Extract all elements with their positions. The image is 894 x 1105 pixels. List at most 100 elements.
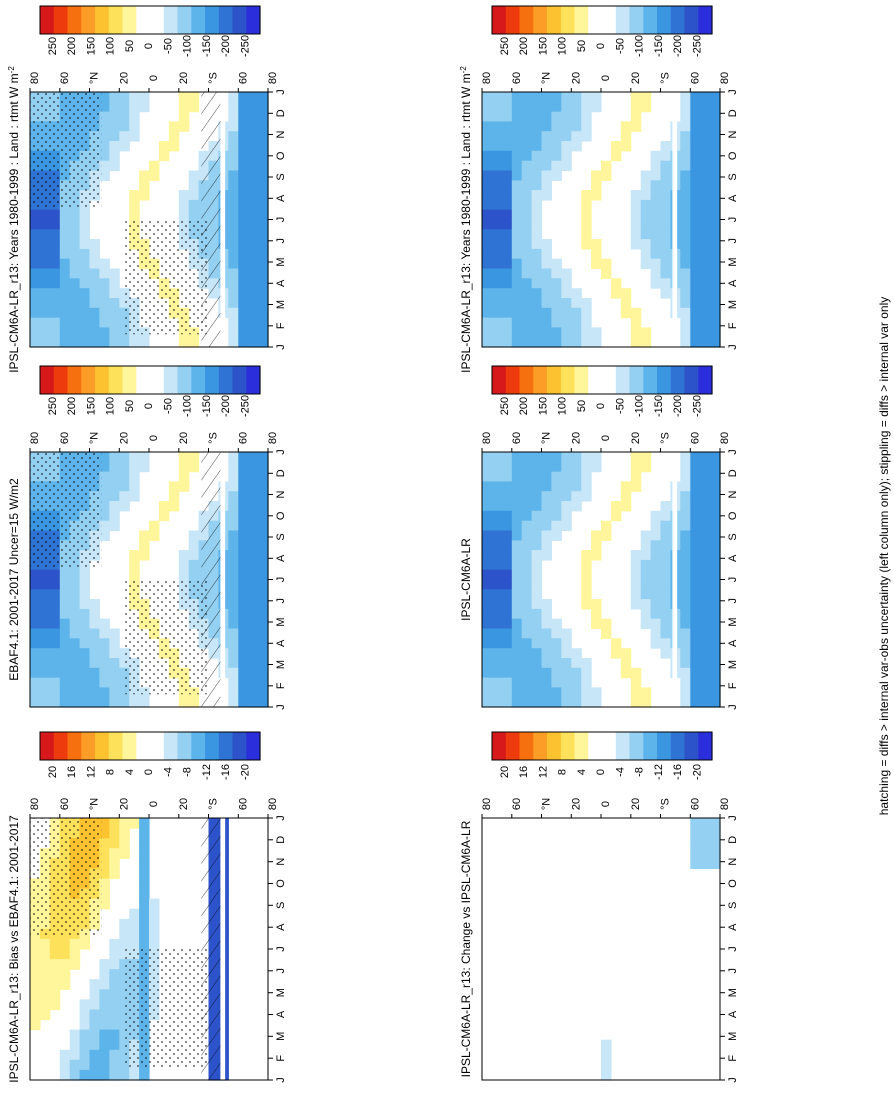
heat-cell	[561, 141, 572, 152]
heat-cell	[482, 190, 493, 201]
heat-cell	[660, 569, 671, 581]
heat-cell	[501, 510, 513, 522]
heat-cell	[630, 559, 642, 571]
colorbar-label: -100	[634, 395, 646, 417]
lat-tick-label: 20	[178, 432, 190, 444]
heat-cell	[561, 101, 572, 113]
heat-cell	[109, 989, 120, 1000]
heat-cell	[482, 569, 493, 581]
heat-cell	[521, 461, 533, 473]
heat-cell	[640, 248, 652, 260]
heat-cell	[640, 461, 652, 473]
heat-cell	[99, 818, 110, 829]
heat-cell	[39, 327, 51, 338]
heat-cell	[69, 327, 81, 338]
colorbar-swatch	[218, 6, 234, 34]
heat-cell	[710, 838, 721, 849]
colorbar-swatch	[122, 366, 137, 394]
heat-cell	[531, 219, 543, 230]
heat-cell	[551, 317, 562, 328]
heat-cell	[690, 298, 701, 309]
heat-cell	[591, 540, 602, 551]
heat-cell	[551, 452, 562, 463]
heat-cell	[571, 307, 582, 319]
heat-cell	[39, 959, 51, 970]
heat-cell	[59, 337, 71, 348]
colorbar-label: 150	[85, 37, 97, 55]
colorbar-swatch	[629, 366, 644, 394]
heat-cell	[238, 170, 249, 181]
lat-tick-label: °S	[660, 432, 672, 444]
heat-cell	[69, 569, 81, 581]
lat-tick-label: °S	[660, 798, 672, 810]
heat-cell	[690, 150, 701, 162]
heat-cell	[511, 491, 523, 502]
heat-cell	[89, 1009, 100, 1021]
heat-cell	[531, 268, 543, 279]
heat-cell	[541, 288, 552, 299]
colorbar-label: -4	[162, 767, 174, 777]
heat-cell	[551, 337, 562, 348]
month-tick-label: S	[275, 533, 287, 540]
heat-cell	[39, 288, 51, 299]
heat-cell	[561, 131, 572, 142]
heat-cell	[660, 258, 671, 270]
heat-cell	[710, 229, 721, 240]
heat-cell	[482, 307, 493, 319]
heat-cell	[168, 491, 180, 502]
heat-cell	[591, 618, 602, 630]
heat-cell	[89, 327, 100, 338]
heat-cell	[139, 848, 150, 859]
heat-cell	[89, 697, 100, 708]
heat-cell	[521, 131, 533, 142]
colorbar-swatch	[519, 6, 534, 34]
month-tick-label: N	[727, 858, 739, 866]
heat-cell	[482, 229, 493, 240]
heat-cell	[119, 452, 130, 463]
heat-cell	[238, 307, 249, 319]
month-tick-label: J	[727, 238, 739, 244]
heat-cell	[551, 491, 562, 502]
heat-cell	[109, 949, 120, 960]
heat-cell	[79, 938, 91, 950]
heat-cell	[228, 150, 239, 162]
heat-cell	[591, 170, 602, 181]
heat-cell	[700, 648, 711, 659]
heat-cell	[119, 1029, 130, 1041]
heat-cell	[69, 1069, 81, 1081]
heat-cell	[119, 667, 130, 679]
heat-cell	[59, 209, 71, 221]
heat-cell	[561, 658, 572, 669]
heat-cell	[700, 697, 711, 708]
heat-cell	[660, 160, 671, 172]
month-tick-label: D	[275, 109, 287, 117]
heat-cell	[551, 697, 562, 708]
heat-cell	[591, 697, 602, 708]
heat-cell	[551, 278, 562, 289]
heat-cell	[690, 131, 701, 142]
heat-cell	[710, 190, 721, 201]
heat-cell	[99, 1069, 110, 1081]
heat-cell	[158, 141, 170, 152]
heat-cell	[561, 317, 572, 328]
heat-cell	[561, 452, 572, 463]
heat-cell	[680, 317, 691, 328]
heat-cell	[39, 268, 51, 279]
heat-cell	[228, 229, 239, 240]
colorbar-label: -50	[614, 38, 626, 54]
heat-cell	[501, 180, 513, 191]
lat-tick-label: °S	[208, 72, 220, 84]
plot-area	[481, 817, 721, 1081]
heat-cell	[119, 677, 130, 688]
heat-cell	[109, 969, 120, 980]
heat-cell	[680, 658, 691, 669]
heat-cell	[228, 258, 239, 270]
heat-cell	[630, 327, 642, 338]
lat-tick-label: 80	[719, 72, 731, 84]
heat-cell	[660, 190, 671, 201]
heat-cell	[521, 327, 533, 338]
heat-cell	[482, 452, 493, 463]
heat-cell	[501, 667, 513, 679]
lat-tick-label: 80	[29, 72, 41, 84]
heat-cell	[501, 101, 513, 113]
